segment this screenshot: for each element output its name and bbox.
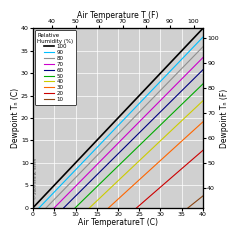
X-axis label: Air Temperature T (F): Air Temperature T (F) bbox=[77, 11, 159, 20]
Y-axis label: Dewpoint Tₙ (F): Dewpoint Tₙ (F) bbox=[220, 88, 229, 148]
Legend: 100, 90, 80, 70, 60, 50, 40, 30, 20, 10: 100, 90, 80, 70, 60, 50, 40, 30, 20, 10 bbox=[35, 30, 76, 105]
Y-axis label: Dewpoint Tₙ (C): Dewpoint Tₙ (C) bbox=[11, 88, 20, 148]
X-axis label: Air TemperatureT (C): Air TemperatureT (C) bbox=[78, 218, 158, 227]
Text: © 2009 Eric A. Scerri: © 2009 Eric A. Scerri bbox=[34, 157, 38, 199]
